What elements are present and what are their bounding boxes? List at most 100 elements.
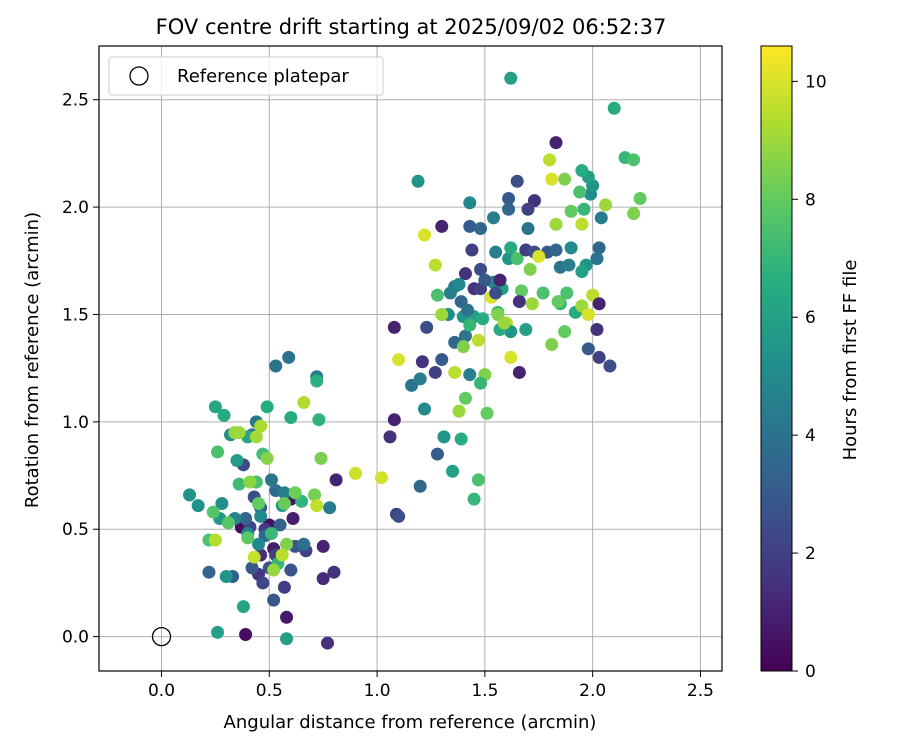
data-point (458, 391, 472, 405)
data-point (254, 419, 268, 433)
data-point (249, 430, 263, 444)
data-point (463, 219, 477, 233)
data-point (443, 286, 457, 300)
data-point (208, 533, 222, 547)
data-point (510, 252, 524, 266)
data-point (314, 451, 328, 465)
data-point (239, 512, 253, 526)
data-point (463, 368, 477, 382)
data-point (230, 454, 244, 468)
data-point (327, 565, 341, 579)
data-point (463, 318, 477, 332)
y-axis-ticks: 0.0 0.5 1.0 1.5 2.0 2.5 (62, 91, 99, 648)
data-point (549, 136, 563, 150)
data-point (633, 191, 647, 205)
data-point (497, 316, 511, 330)
data-point (428, 258, 442, 272)
data-point (549, 217, 563, 231)
data-point (502, 202, 516, 216)
data-point (545, 172, 559, 186)
data-point (413, 372, 427, 386)
data-point (474, 376, 488, 390)
data-point (486, 211, 500, 225)
data-point (269, 359, 283, 373)
data-point (215, 496, 229, 510)
data-point (603, 359, 617, 373)
colorbar-tick-label: 10 (805, 72, 827, 92)
legend-label-reference: Reference platepar (177, 66, 349, 87)
data-point (493, 273, 507, 287)
data-point (465, 243, 479, 257)
data-point (316, 572, 330, 586)
data-point (418, 228, 432, 242)
y-tick-label: 1.0 (62, 413, 89, 433)
data-point (521, 222, 535, 236)
data-point (599, 198, 613, 212)
data-point (323, 501, 337, 515)
data-point (448, 365, 462, 379)
data-point (420, 320, 434, 334)
data-point (217, 408, 231, 422)
data-point (480, 406, 494, 420)
data-point (286, 512, 300, 526)
x-tick-label: 1.0 (364, 681, 391, 701)
data-point (430, 288, 444, 302)
data-point (575, 217, 589, 231)
data-point (478, 273, 492, 287)
x-tick-label: 0.5 (256, 681, 283, 701)
data-point (245, 561, 259, 575)
data-point (489, 286, 503, 300)
y-tick-label: 1.5 (62, 305, 89, 325)
data-point (284, 411, 298, 425)
data-point (592, 350, 606, 364)
data-point (581, 307, 595, 321)
data-point (310, 499, 324, 513)
data-point (564, 241, 578, 255)
data-point (208, 400, 222, 414)
data-point (310, 374, 324, 388)
colorbar-tick-label: 6 (805, 308, 816, 328)
data-point (267, 593, 281, 607)
data-point (264, 527, 278, 541)
data-point (430, 447, 444, 461)
data-point (435, 353, 449, 367)
data-point (254, 509, 268, 523)
data-point (282, 350, 296, 364)
data-point (241, 531, 255, 545)
data-point (392, 509, 406, 523)
data-point (590, 252, 604, 266)
chart-title: FOV centre drift starting at 2025/09/02 … (156, 15, 667, 39)
data-point (277, 580, 291, 594)
data-point (521, 202, 535, 216)
data-point (211, 625, 225, 639)
data-point (456, 340, 470, 354)
data-point (247, 550, 261, 564)
data-point (392, 353, 406, 367)
y-tick-label: 0.0 (62, 628, 89, 648)
data-point (236, 600, 250, 614)
data-point (273, 518, 287, 532)
data-point (558, 172, 572, 186)
data-point (474, 222, 488, 236)
data-point (280, 632, 294, 646)
legend-box (108, 56, 384, 96)
data-point (288, 486, 302, 500)
data-point (607, 101, 621, 115)
data-point (471, 333, 485, 347)
data-point (321, 636, 335, 650)
data-point (562, 258, 576, 272)
data-point (575, 265, 589, 279)
data-point (243, 475, 257, 489)
colorbar-tick-label: 2 (805, 544, 816, 564)
data-point (489, 245, 503, 259)
data-point (504, 241, 518, 255)
data-point (458, 329, 472, 343)
data-point (308, 488, 322, 502)
data-point (452, 277, 466, 291)
data-point (264, 473, 278, 487)
data-point (461, 303, 475, 317)
data-point (411, 174, 425, 188)
data-point (191, 499, 205, 513)
data-point (280, 610, 294, 624)
data-point (219, 569, 233, 583)
